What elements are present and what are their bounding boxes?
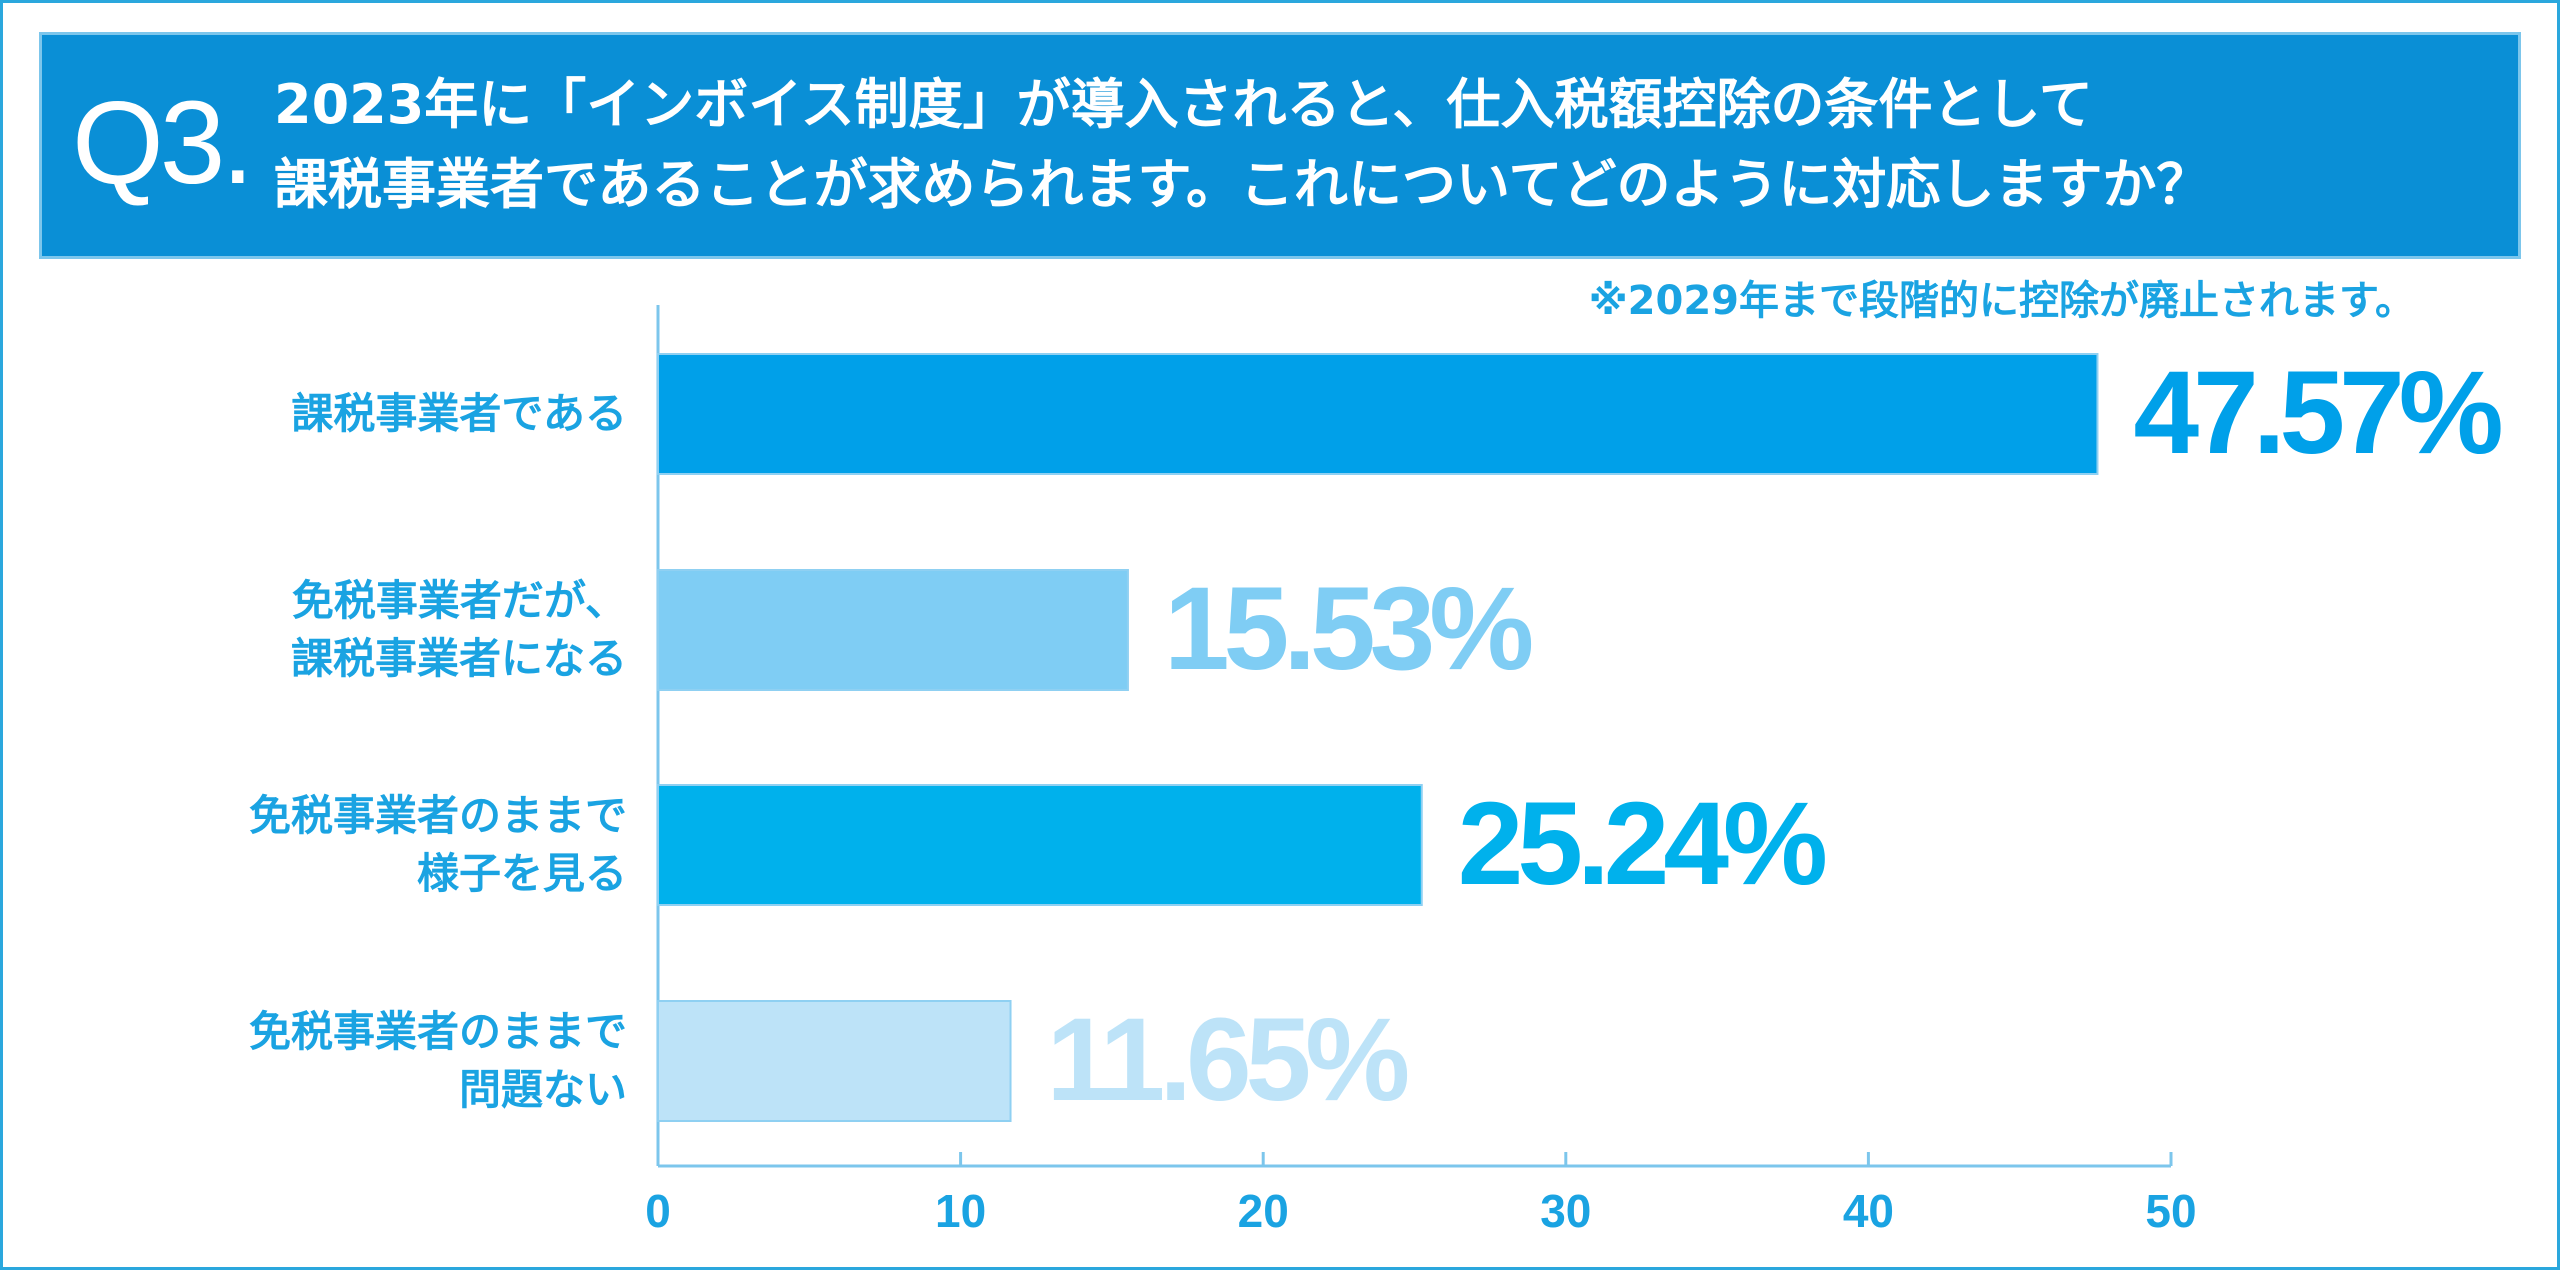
question-header: Q3. 2023年に「インボイス制度」が導入されると、仕入税額控除の条件として … — [39, 32, 2521, 259]
x-tick-label: 10 — [935, 1185, 986, 1237]
annotation: ※2029年まで段階的に控除が廃止されます。 — [1589, 278, 2415, 324]
value-label: 15.53% — [1164, 563, 1531, 695]
question-text: 2023年に「インボイス制度」が導入されると、仕入税額控除の条件として 課税事業… — [274, 73, 2211, 216]
category-label: 免税事業者のままで 問題ない — [248, 1007, 627, 1114]
x-tick-label: 0 — [645, 1185, 671, 1237]
category-label: 免税事業者のままで 様子を見る — [248, 791, 627, 898]
bar — [657, 569, 1129, 691]
value-label: 25.24% — [1458, 778, 1825, 910]
category-label: 課税事業者である — [291, 389, 627, 438]
value-label: 47.57% — [2133, 347, 2500, 479]
bar — [657, 784, 1423, 906]
x-tick-label: 30 — [1540, 1185, 1591, 1237]
value-label: 11.65% — [1047, 994, 1408, 1126]
x-tick-label: 40 — [1843, 1185, 1894, 1237]
bar — [657, 1000, 1012, 1122]
x-tick-label: 50 — [2145, 1185, 2196, 1237]
category-label: 免税事業者だが、 課税事業者になる — [290, 576, 627, 683]
bar — [657, 353, 2099, 475]
plot: ※2029年まで段階的に控除が廃止されます。 0 10 20 30 40 50 47.57% 1… — [645, 278, 2507, 1237]
question-number: Q3. — [72, 77, 254, 209]
x-tick-label: 20 — [1238, 1185, 1289, 1237]
